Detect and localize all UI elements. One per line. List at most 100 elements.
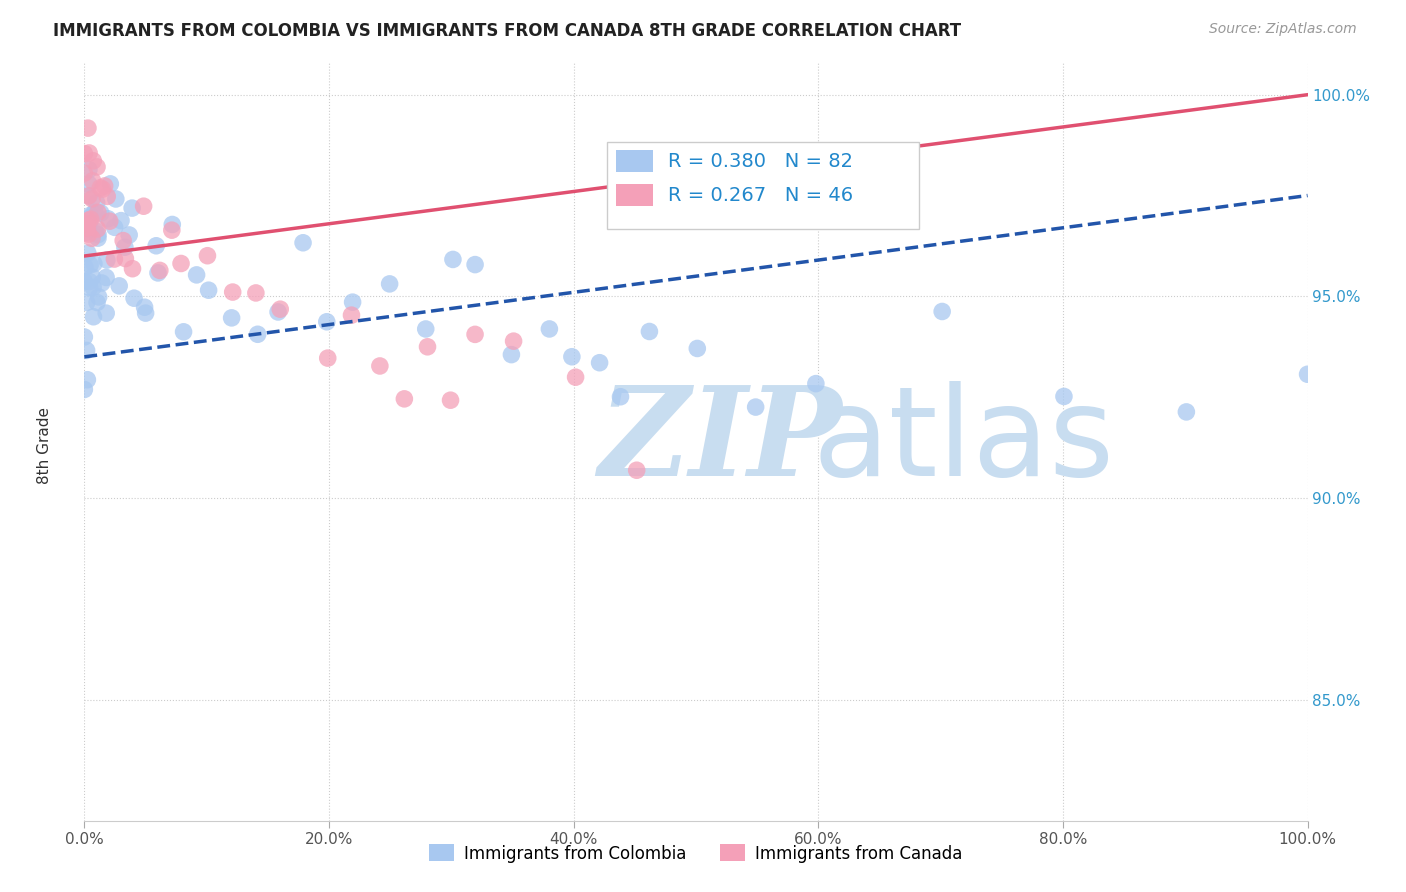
Point — [149, 263, 172, 277]
Point — [79, 280, 101, 294]
Point — [97, 211, 120, 226]
Point — [160, 223, 183, 237]
Point — [1296, 368, 1319, 382]
Point — [464, 327, 486, 342]
Point — [415, 322, 437, 336]
Point — [104, 220, 127, 235]
Point — [134, 300, 156, 314]
Point — [76, 246, 98, 260]
Point — [378, 277, 401, 291]
Point — [79, 275, 101, 289]
Point — [77, 162, 100, 177]
Point — [135, 306, 157, 320]
Point — [132, 199, 155, 213]
Point — [146, 266, 169, 280]
Point — [416, 340, 439, 354]
Point — [162, 218, 184, 232]
Point — [114, 252, 136, 266]
Point — [82, 174, 104, 188]
Point — [197, 283, 219, 297]
Point — [439, 393, 461, 408]
Point — [197, 249, 219, 263]
Point — [87, 290, 110, 304]
Point — [122, 291, 145, 305]
Point — [96, 253, 118, 268]
Point — [73, 166, 96, 180]
Point — [73, 146, 96, 161]
Point — [73, 330, 96, 344]
Point — [90, 206, 112, 220]
Point — [145, 239, 167, 253]
Point — [112, 234, 135, 248]
Point — [83, 205, 105, 219]
Point — [538, 322, 561, 336]
Bar — [616, 150, 654, 172]
Point — [173, 325, 195, 339]
Point — [1053, 389, 1076, 403]
Point — [394, 392, 416, 406]
Text: R = 0.267   N = 46: R = 0.267 N = 46 — [668, 186, 853, 204]
Point — [686, 342, 709, 356]
Point — [82, 280, 104, 294]
FancyBboxPatch shape — [606, 142, 918, 229]
Point — [77, 189, 100, 203]
Point — [292, 235, 315, 250]
Point — [86, 195, 108, 210]
Point — [96, 306, 118, 320]
Point — [86, 222, 108, 236]
Point — [246, 327, 269, 342]
Point — [1175, 405, 1198, 419]
Point — [104, 192, 127, 206]
Point — [77, 177, 100, 191]
Text: ZIP: ZIP — [598, 381, 842, 502]
Point — [588, 356, 610, 370]
Point — [931, 304, 953, 318]
Point — [75, 220, 97, 235]
Point — [77, 145, 100, 160]
Point — [87, 231, 110, 245]
Point — [93, 178, 115, 193]
Point — [98, 177, 121, 191]
Point — [83, 257, 105, 271]
Point — [82, 310, 104, 324]
Point — [76, 373, 98, 387]
Point — [170, 256, 193, 270]
Text: IMMIGRANTS FROM COLOMBIA VS IMMIGRANTS FROM CANADA 8TH GRADE CORRELATION CHART: IMMIGRANTS FROM COLOMBIA VS IMMIGRANTS F… — [53, 22, 962, 40]
Point — [103, 252, 125, 266]
Point — [82, 153, 104, 168]
Point — [75, 225, 97, 239]
Point — [804, 376, 827, 391]
Legend: Immigrants from Colombia, Immigrants from Canada: Immigrants from Colombia, Immigrants fro… — [423, 838, 969, 869]
Point — [73, 260, 96, 275]
Point — [368, 359, 391, 373]
Point — [221, 310, 243, 325]
Point — [76, 343, 98, 358]
Point — [77, 221, 100, 235]
Point — [110, 213, 132, 227]
Point — [87, 205, 110, 219]
Point — [77, 227, 100, 241]
Point — [609, 390, 631, 404]
Point — [91, 182, 114, 196]
Point — [502, 334, 524, 348]
Point — [108, 278, 131, 293]
Point — [77, 213, 100, 227]
Point — [114, 240, 136, 254]
Point — [75, 217, 97, 231]
Point — [222, 285, 245, 299]
Point — [80, 231, 103, 245]
Point — [269, 302, 291, 317]
Point — [86, 160, 108, 174]
Point — [76, 219, 98, 234]
Point — [82, 192, 104, 206]
Point — [561, 350, 583, 364]
Point — [77, 121, 100, 136]
Point — [77, 189, 100, 203]
Text: atlas: atlas — [813, 381, 1115, 502]
Point — [342, 295, 364, 310]
Point — [79, 258, 101, 272]
Point — [96, 189, 118, 203]
Point — [76, 295, 98, 310]
Point — [89, 181, 111, 195]
Bar — [616, 184, 654, 207]
